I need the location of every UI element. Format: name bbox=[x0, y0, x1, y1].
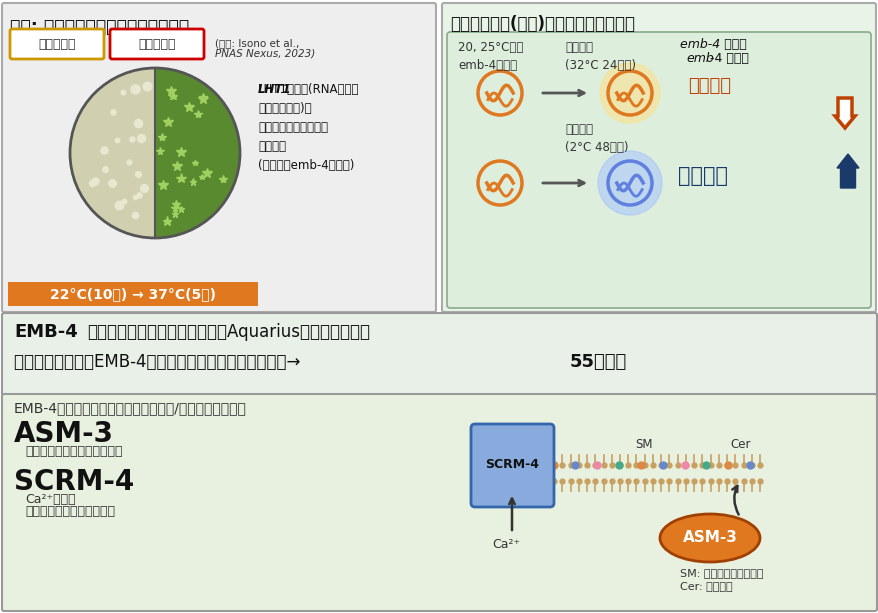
FancyBboxPatch shape bbox=[10, 29, 104, 59]
Polygon shape bbox=[70, 68, 155, 238]
Text: Cer: Cer bbox=[729, 438, 750, 451]
Text: emb-4 変異体: emb-4 変異体 bbox=[680, 38, 746, 51]
Text: SCRM-4: SCRM-4 bbox=[14, 468, 134, 496]
Text: SCRM-4: SCRM-4 bbox=[485, 459, 538, 471]
Polygon shape bbox=[155, 68, 240, 238]
Text: SM: SM bbox=[634, 438, 651, 451]
Text: 55遺伝子: 55遺伝子 bbox=[569, 353, 627, 371]
Text: LHT1遺伝子(RNAスプラ
イシング因子)：
植物の高温耐性の多様
性に関与
(線虫ではemb-4遺伝子): LHT1遺伝子(RNAスプラ イシング因子)： 植物の高温耐性の多様 性に関与 … bbox=[258, 83, 359, 172]
FancyBboxPatch shape bbox=[2, 394, 876, 611]
Circle shape bbox=[597, 151, 661, 215]
FancyArrow shape bbox=[834, 98, 854, 128]
Text: 本研究：動物(線虫)でも高温耐性に関与: 本研究：動物(線虫)でも高温耐性に関与 bbox=[450, 15, 634, 33]
Text: -4 変異体: -4 変異体 bbox=[709, 52, 748, 65]
Text: Ca²⁺依存性: Ca²⁺依存性 bbox=[25, 493, 76, 506]
FancyBboxPatch shape bbox=[442, 3, 875, 312]
Text: PNAS Nexus, 2023): PNAS Nexus, 2023) bbox=[215, 48, 315, 58]
Text: 背景: 植物の高温耐性多様性の遺伝子: 背景: 植物の高温耐性多様性の遺伝子 bbox=[10, 18, 189, 36]
Text: リン脂質スクランブラーゼ: リン脂質スクランブラーゼ bbox=[25, 505, 115, 518]
Text: ASM-3: ASM-3 bbox=[14, 420, 114, 448]
Text: 高温刺激
(32°C 24時間): 高温刺激 (32°C 24時間) bbox=[565, 41, 636, 72]
Text: 22°C(10日) → 37°C(5日): 22°C(10日) → 37°C(5日) bbox=[50, 287, 216, 301]
Text: 高温で生存: 高温で生存 bbox=[138, 37, 176, 50]
FancyBboxPatch shape bbox=[110, 29, 204, 59]
FancyArrow shape bbox=[836, 154, 858, 188]
Text: EMB-4と共に高温耐性に関わる遺伝子/タンパク質の発見: EMB-4と共に高温耐性に関わる遺伝子/タンパク質の発見 bbox=[14, 401, 247, 415]
Text: 20, 25°C飼育
emb-4変異体: 20, 25°C飼育 emb-4変異体 bbox=[457, 41, 522, 72]
Text: Cer: セラミド: Cer: セラミド bbox=[680, 581, 731, 591]
FancyBboxPatch shape bbox=[2, 3, 435, 312]
Text: LHT1: LHT1 bbox=[258, 83, 291, 96]
FancyBboxPatch shape bbox=[471, 424, 553, 507]
Text: 低温耐性: 低温耐性 bbox=[677, 166, 727, 186]
Text: 高温耐性: 高温耐性 bbox=[687, 77, 730, 95]
Text: (引用: Isono et al.,: (引用: Isono et al., bbox=[215, 38, 299, 48]
Circle shape bbox=[600, 63, 659, 123]
Text: emb: emb bbox=[685, 52, 713, 65]
FancyBboxPatch shape bbox=[447, 32, 870, 308]
FancyBboxPatch shape bbox=[8, 282, 258, 306]
Text: SM: スフィンゴミエリン: SM: スフィンゴミエリン bbox=[680, 568, 763, 578]
Text: ASM-3: ASM-3 bbox=[682, 530, 737, 546]
Text: 温度刺激によってEMB-4が発現調節する遺伝子を同定　→: 温度刺激によってEMB-4が発現調節する遺伝子を同定 → bbox=[14, 353, 306, 371]
FancyBboxPatch shape bbox=[2, 313, 876, 395]
Text: ：ヒトのスプライソソーム因子Aquariusの線虫ホモログ: ：ヒトのスプライソソーム因子Aquariusの線虫ホモログ bbox=[87, 323, 370, 341]
Text: 低温刺激
(2°C 48時間): 低温刺激 (2°C 48時間) bbox=[565, 123, 628, 154]
Text: 酸性スフィンゴミエリナーゼ: 酸性スフィンゴミエリナーゼ bbox=[25, 445, 122, 458]
Text: 高温で死滅: 高温で死滅 bbox=[39, 37, 76, 50]
Text: Ca²⁺: Ca²⁺ bbox=[492, 538, 520, 551]
Ellipse shape bbox=[659, 514, 759, 562]
Text: EMB-4: EMB-4 bbox=[14, 323, 77, 341]
